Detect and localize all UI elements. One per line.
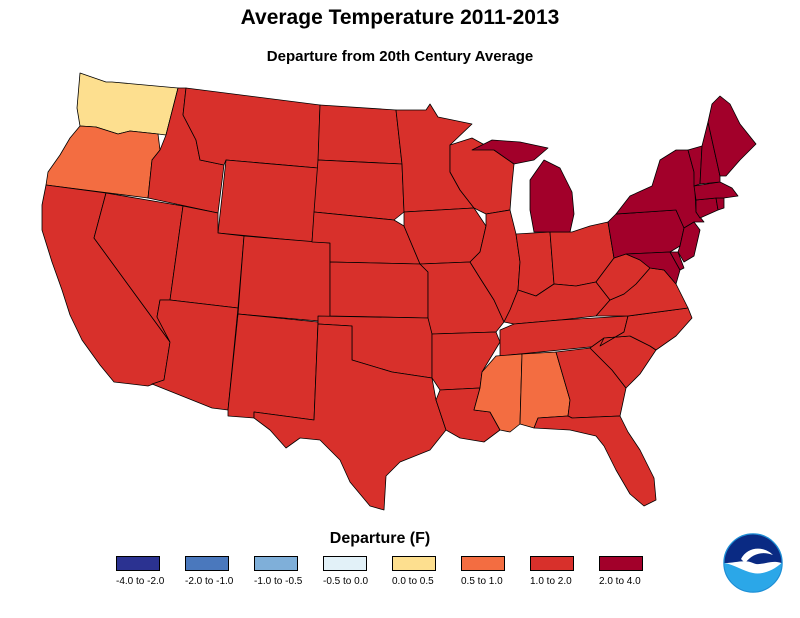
- state-massachusetts: [693, 181, 739, 201]
- legend-item: -0.5 to 0.0: [323, 556, 383, 587]
- state-wyoming: [217, 159, 319, 243]
- map-subtitle: Departure from 20th Century Average: [266, 48, 534, 65]
- legend-item: -1.0 to -0.5: [254, 556, 314, 587]
- noaa-logo-icon: [723, 533, 783, 593]
- legend-swatch: [116, 556, 160, 571]
- legend-title: Departure (F): [329, 530, 431, 547]
- legend-swatch: [530, 556, 574, 571]
- legend-swatch: [392, 556, 436, 571]
- legend-item: -4.0 to -2.0: [116, 556, 176, 587]
- legend-label: 2.0 to 4.0: [599, 576, 641, 587]
- us-temperature-map: [41, 72, 757, 511]
- legend-swatch: [254, 556, 298, 571]
- state-north-dakota: [317, 104, 403, 165]
- legend-item: 1.0 to 2.0: [530, 556, 590, 587]
- legend-item: 2.0 to 4.0: [599, 556, 659, 587]
- legend-item: 0.5 to 1.0: [461, 556, 521, 587]
- state-texas: [253, 323, 447, 511]
- state-kansas: [329, 261, 429, 319]
- legend-label: -2.0 to -1.0: [185, 576, 234, 587]
- state-new-jersey: [677, 221, 701, 263]
- legend-swatch: [185, 556, 229, 571]
- state-montana: [182, 87, 321, 169]
- state-vermont: [687, 145, 703, 187]
- legend-item: 0.0 to 0.5: [392, 556, 452, 587]
- state-pennsylvania: [607, 209, 685, 259]
- state-washington: [76, 72, 179, 136]
- state-maine: [707, 95, 757, 177]
- state-connecticut: [695, 197, 719, 219]
- map-title: Average Temperature 2011-2013: [240, 6, 560, 29]
- legend-swatch: [323, 556, 367, 571]
- legend-label: 0.5 to 1.0: [461, 576, 503, 587]
- legend-label: 0.0 to 0.5: [392, 576, 434, 587]
- state-north-carolina: [599, 307, 693, 351]
- legend-swatch: [461, 556, 505, 571]
- legend-label: -4.0 to -2.0: [116, 576, 165, 587]
- legend-item: -2.0 to -1.0: [185, 556, 245, 587]
- state-colorado: [237, 235, 331, 323]
- state-new-mexico: [227, 313, 319, 421]
- state-delaware: [669, 251, 685, 271]
- state-michigan: [471, 139, 575, 233]
- legend-label: -1.0 to -0.5: [254, 576, 303, 587]
- state-indiana: [515, 231, 555, 297]
- state-iowa: [403, 207, 487, 265]
- legend-swatch: [599, 556, 643, 571]
- state-florida: [533, 415, 657, 507]
- legend-label: -0.5 to 0.0: [323, 576, 369, 587]
- legend-label: 1.0 to 2.0: [530, 576, 572, 587]
- state-south-dakota: [313, 159, 405, 221]
- state-new-hampshire: [699, 121, 721, 185]
